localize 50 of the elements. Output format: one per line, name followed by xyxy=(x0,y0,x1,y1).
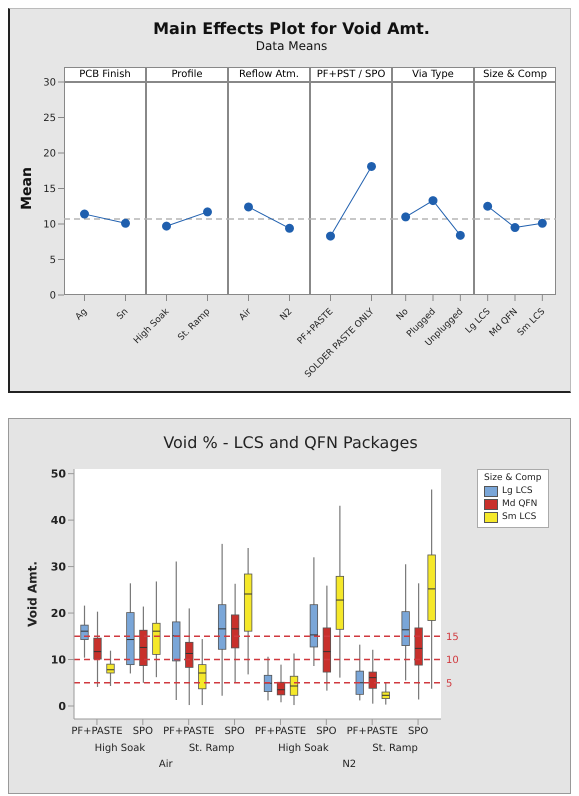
chart-title: Reflow Atm. xyxy=(228,67,310,82)
text: Air xyxy=(158,759,174,770)
y-tick-label: 20 xyxy=(43,148,56,160)
y-tick-label: 10 xyxy=(50,653,66,666)
x-tick-label: Air xyxy=(238,306,254,323)
ref-line-label: 15 xyxy=(446,632,459,643)
legend-label: Lg LCS xyxy=(502,485,533,498)
chart-title: Via Type xyxy=(392,67,474,82)
ref-line-label: 5 xyxy=(446,678,452,690)
text: N2 xyxy=(341,759,358,770)
y-axis-title: Void Amt. xyxy=(25,561,40,627)
x-tick-label: SPO xyxy=(408,726,428,738)
y-tick-label: 30 xyxy=(43,78,56,89)
chart-title: Size & Comp xyxy=(474,67,556,82)
legend-label: Md QFN xyxy=(502,498,538,511)
ref-line-label: 10 xyxy=(446,655,459,666)
x-tick-label: PF+PASTE xyxy=(163,726,214,738)
x-tick-label: PF+PASTE xyxy=(71,726,123,738)
text: High Soak xyxy=(277,743,330,754)
chart-title: Profile xyxy=(146,67,228,82)
y-tick-label: 40 xyxy=(50,514,66,528)
text: High Soak xyxy=(94,743,146,754)
text: Main Effects Plot for Void Amt. xyxy=(152,19,431,38)
y-axis-title: Mean xyxy=(18,167,35,210)
y-tick-label: 25 xyxy=(43,113,56,124)
y-tick-label: 0 xyxy=(50,290,56,302)
x-tick-label: Sn xyxy=(115,306,130,322)
y-tick-label: 30 xyxy=(50,560,66,574)
legend-title: Size & Comp xyxy=(484,473,542,483)
x-tick-label: PF+PASTE xyxy=(346,726,398,738)
legend-label: Sm LCS xyxy=(502,511,536,524)
y-tick-label: 20 xyxy=(50,606,66,620)
x-tick-label: PF+PASTE xyxy=(254,726,306,738)
text: Data Means xyxy=(254,39,328,53)
x-tick-label: N2 xyxy=(278,306,294,323)
text: St. Ramp xyxy=(188,743,236,754)
y-tick-label: 15 xyxy=(43,184,56,196)
y-tick-label: 0 xyxy=(58,700,66,713)
chart-title: PCB Finish xyxy=(64,67,146,82)
x-tick-label: Ag xyxy=(74,306,90,322)
x-tick-label: SPO xyxy=(132,726,154,738)
y-tick-label: 10 xyxy=(43,220,56,231)
y-tick-label: 50 xyxy=(50,468,66,481)
x-tick-label: No xyxy=(394,306,411,323)
chart-title: PF+PST / SPO xyxy=(310,67,392,82)
x-tick-label: SPO xyxy=(224,726,245,738)
y-tick-label: 5 xyxy=(50,255,56,266)
text: St. Ramp xyxy=(371,743,419,754)
x-tick-label: SPO xyxy=(316,726,337,738)
chart-title: Void % - LCS and QFN Packages xyxy=(162,433,419,452)
